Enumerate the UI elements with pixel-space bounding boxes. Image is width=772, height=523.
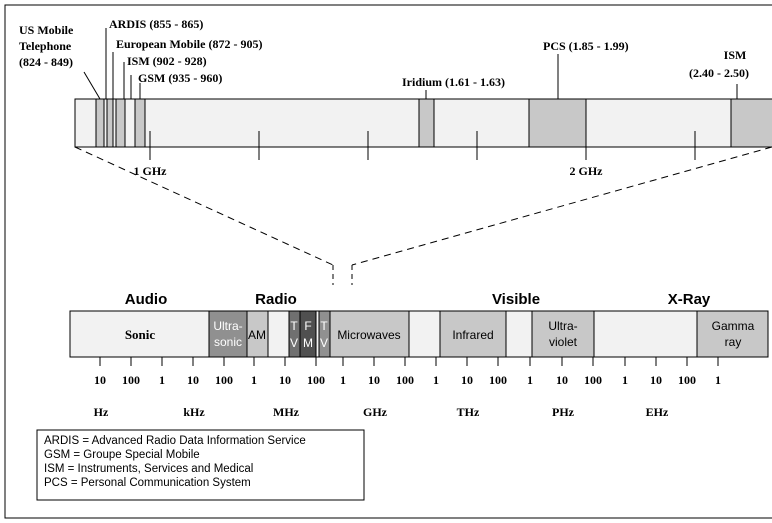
spectrum-tick-label: 10 (368, 373, 380, 387)
spectrum-tick-label: 100 (122, 373, 140, 387)
band-pcs (528, 98, 587, 148)
band-us-mobile (95, 98, 105, 148)
band-label-tv2-b: V (320, 336, 328, 350)
label-european-mobile: European Mobile (872 - 905) (116, 37, 262, 51)
band-label-tv1-a: T (290, 319, 298, 333)
legend-line: PCS = Personal Communication System (44, 477, 251, 489)
label-ism-24-2: (2.40 - 2.50) (689, 66, 749, 80)
zoom-connector-right (351, 146, 772, 266)
label-us-mobile-3: (824 - 849) (19, 55, 73, 69)
label-gsm: GSM (935 - 960) (138, 71, 222, 85)
band-gsm (134, 98, 146, 148)
group-title-radio: Radio (255, 291, 297, 308)
figure-border (4, 4, 772, 519)
group-title-visible: Visible (492, 291, 540, 308)
legend-line: ARDIS = Advanced Radio Data Information … (44, 435, 306, 447)
band-label-infrared: Infrared (452, 328, 493, 342)
spectrum-tick-label: 1 (622, 373, 628, 387)
legend-line: GSM = Groupe Special Mobile (44, 449, 200, 461)
band-label-ultraviolet-1: Ultra- (548, 319, 577, 333)
band-ultraviolet (531, 310, 595, 358)
spectrum-unit-label: MHz (273, 405, 300, 419)
spectrum-background (69, 310, 769, 358)
band-label-gamma-2: ray (725, 335, 742, 349)
spectrum-tick-labels: 10 100 1 10 100 1 10 100 1 10 100 1 10 100 1 10 100 1 10 10… (94, 373, 721, 387)
band-ardis (106, 98, 114, 148)
legend-line: ISM = Instruments, Services and Medical (44, 463, 253, 475)
spectrum-tick-label: 100 (307, 373, 325, 387)
label-ardis: ARDIS (855 - 865) (109, 17, 203, 31)
band-tv-2 (318, 310, 331, 358)
spectrum-bar: Sonic Ultra- sonic AM T V F M T V Microw… (69, 310, 769, 358)
spectrum-tick-label: 1 (715, 373, 721, 387)
group-title-xray: X-Ray (668, 291, 711, 308)
band-label-fm-b: M (303, 336, 313, 350)
group-title-audio: Audio (125, 291, 168, 308)
band-label-sonic: Sonic (125, 327, 156, 342)
spectrum-unit-label: Hz (94, 405, 109, 419)
spectrum-tick-label: 100 (396, 373, 414, 387)
band-label-ultraviolet-2: violet (549, 335, 578, 349)
spectrum-tick-label: 10 (187, 373, 199, 387)
band-label-am: AM (248, 328, 266, 342)
spectrum-ticks (99, 357, 719, 366)
band-tv-1 (288, 310, 301, 358)
band-label-tv1-b: V (290, 336, 298, 350)
band-microwaves (329, 310, 410, 358)
label-1-ghz: 1 GHz (134, 164, 168, 178)
band-label-microwaves: Microwaves (337, 328, 400, 342)
band-ultrasonic (208, 310, 248, 358)
spectrum-tick-label: 100 (489, 373, 507, 387)
spectrum-tick-label: 1 (159, 373, 165, 387)
spectrum-unit-label: GHz (363, 405, 388, 419)
band-label-tv2-a: T (320, 319, 328, 333)
spectrum-unit-label: THz (457, 405, 480, 419)
band-ism-24 (730, 98, 772, 148)
label-ism-902: ISM (902 - 928) (127, 54, 207, 68)
label-iridium: Iridium (1.61 - 1.63) (402, 75, 505, 89)
spectrum-unit-label: kHz (183, 405, 205, 419)
band-gamma-ray (696, 310, 769, 358)
legend: ARDIS = Advanced Radio Data Information … (36, 429, 365, 501)
label-pcs: PCS (1.85 - 1.99) (543, 39, 629, 53)
spectrum-tick-label: 100 (215, 373, 233, 387)
spectrum-tick-label: 100 (678, 373, 696, 387)
band-iridium (418, 98, 435, 148)
legend-box (36, 429, 365, 501)
band-infrared (439, 310, 507, 358)
band-european-mobile (115, 98, 126, 148)
spectrum-tick-label: 1 (340, 373, 346, 387)
spectrum-tick-label: 1 (251, 373, 257, 387)
label-2-ghz: 2 GHz (570, 164, 604, 178)
spectrum-unit-labels: Hz kHz MHz GHz THz PHz EHz (94, 405, 669, 419)
spectrum-tick-label: 10 (461, 373, 473, 387)
spectrum-unit-label: PHz (552, 405, 575, 419)
spectrum-tick-label: 10 (94, 373, 106, 387)
label-us-mobile-2: Telephone (19, 39, 72, 53)
label-ism-24-1: ISM (724, 48, 747, 62)
spectrum-tick-label: 1 (527, 373, 533, 387)
spectrum-unit-label: EHz (646, 405, 669, 419)
band-fm (299, 310, 317, 358)
band-label-ultrasonic-1: Ultra- (213, 319, 242, 333)
band-label-fm-a: F (304, 319, 311, 333)
spectrum-tick-label: 10 (650, 373, 662, 387)
band-am (246, 310, 269, 358)
pointer-us-mobile (83, 71, 101, 100)
spectrum-tick-label: 1 (433, 373, 439, 387)
spectrum-tick-label: 10 (556, 373, 568, 387)
zoom-connector-left (74, 146, 334, 266)
band-label-gamma-1: Gamma (712, 319, 755, 333)
label-us-mobile-1: US Mobile (19, 23, 74, 37)
zoom-band: US Mobile Telephone (824 - 849) ARDIS (8… (19, 17, 772, 178)
spectrum-tick-label: 100 (584, 373, 602, 387)
spectrum-tick-label: 10 (279, 373, 291, 387)
band-label-ultrasonic-2: sonic (214, 335, 242, 349)
